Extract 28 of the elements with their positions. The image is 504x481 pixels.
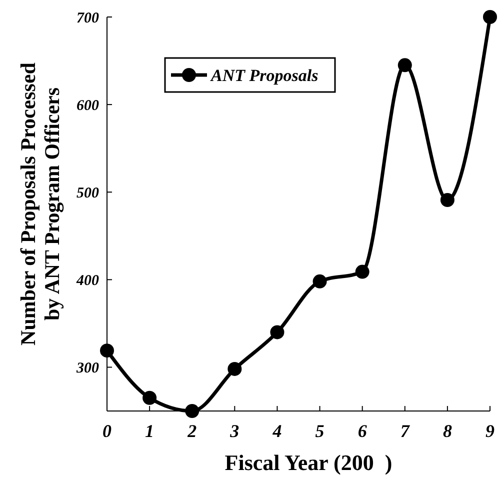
point [270,325,284,340]
point [483,10,497,24]
x-axis-title: Fiscal Year (200 ) [224,450,392,475]
x-tick-label: 9 [486,421,494,441]
x-tick-label: 2 [186,421,197,441]
point [398,58,412,72]
point [142,390,157,405]
point [355,264,370,279]
y-tick-label: 300 [76,360,100,376]
point [312,274,327,288]
x-tick-label: 5 [315,421,324,441]
y-tick-label: 400 [76,272,100,289]
x-tick-label: 3 [229,421,240,441]
y-tick-label: 500 [76,185,100,202]
point [185,404,200,418]
legend-label: ANT Proposals [210,66,319,85]
point [100,344,114,358]
x-tick-label: 8 [442,421,452,441]
y-axis-title: Number of Proposals Processed by ANT Program Officers [16,62,64,346]
x-tick-label: 4 [272,421,282,441]
y-tick-label: 700 [76,10,100,26]
point [440,192,454,207]
x-tick-label: 0 [102,421,112,441]
x-tick-label: 1 [145,421,154,441]
y-tick-label: 600 [76,98,100,114]
point [228,362,242,376]
x-tick-label: 6 [358,421,367,441]
x-tick-label: 7 [400,421,410,441]
